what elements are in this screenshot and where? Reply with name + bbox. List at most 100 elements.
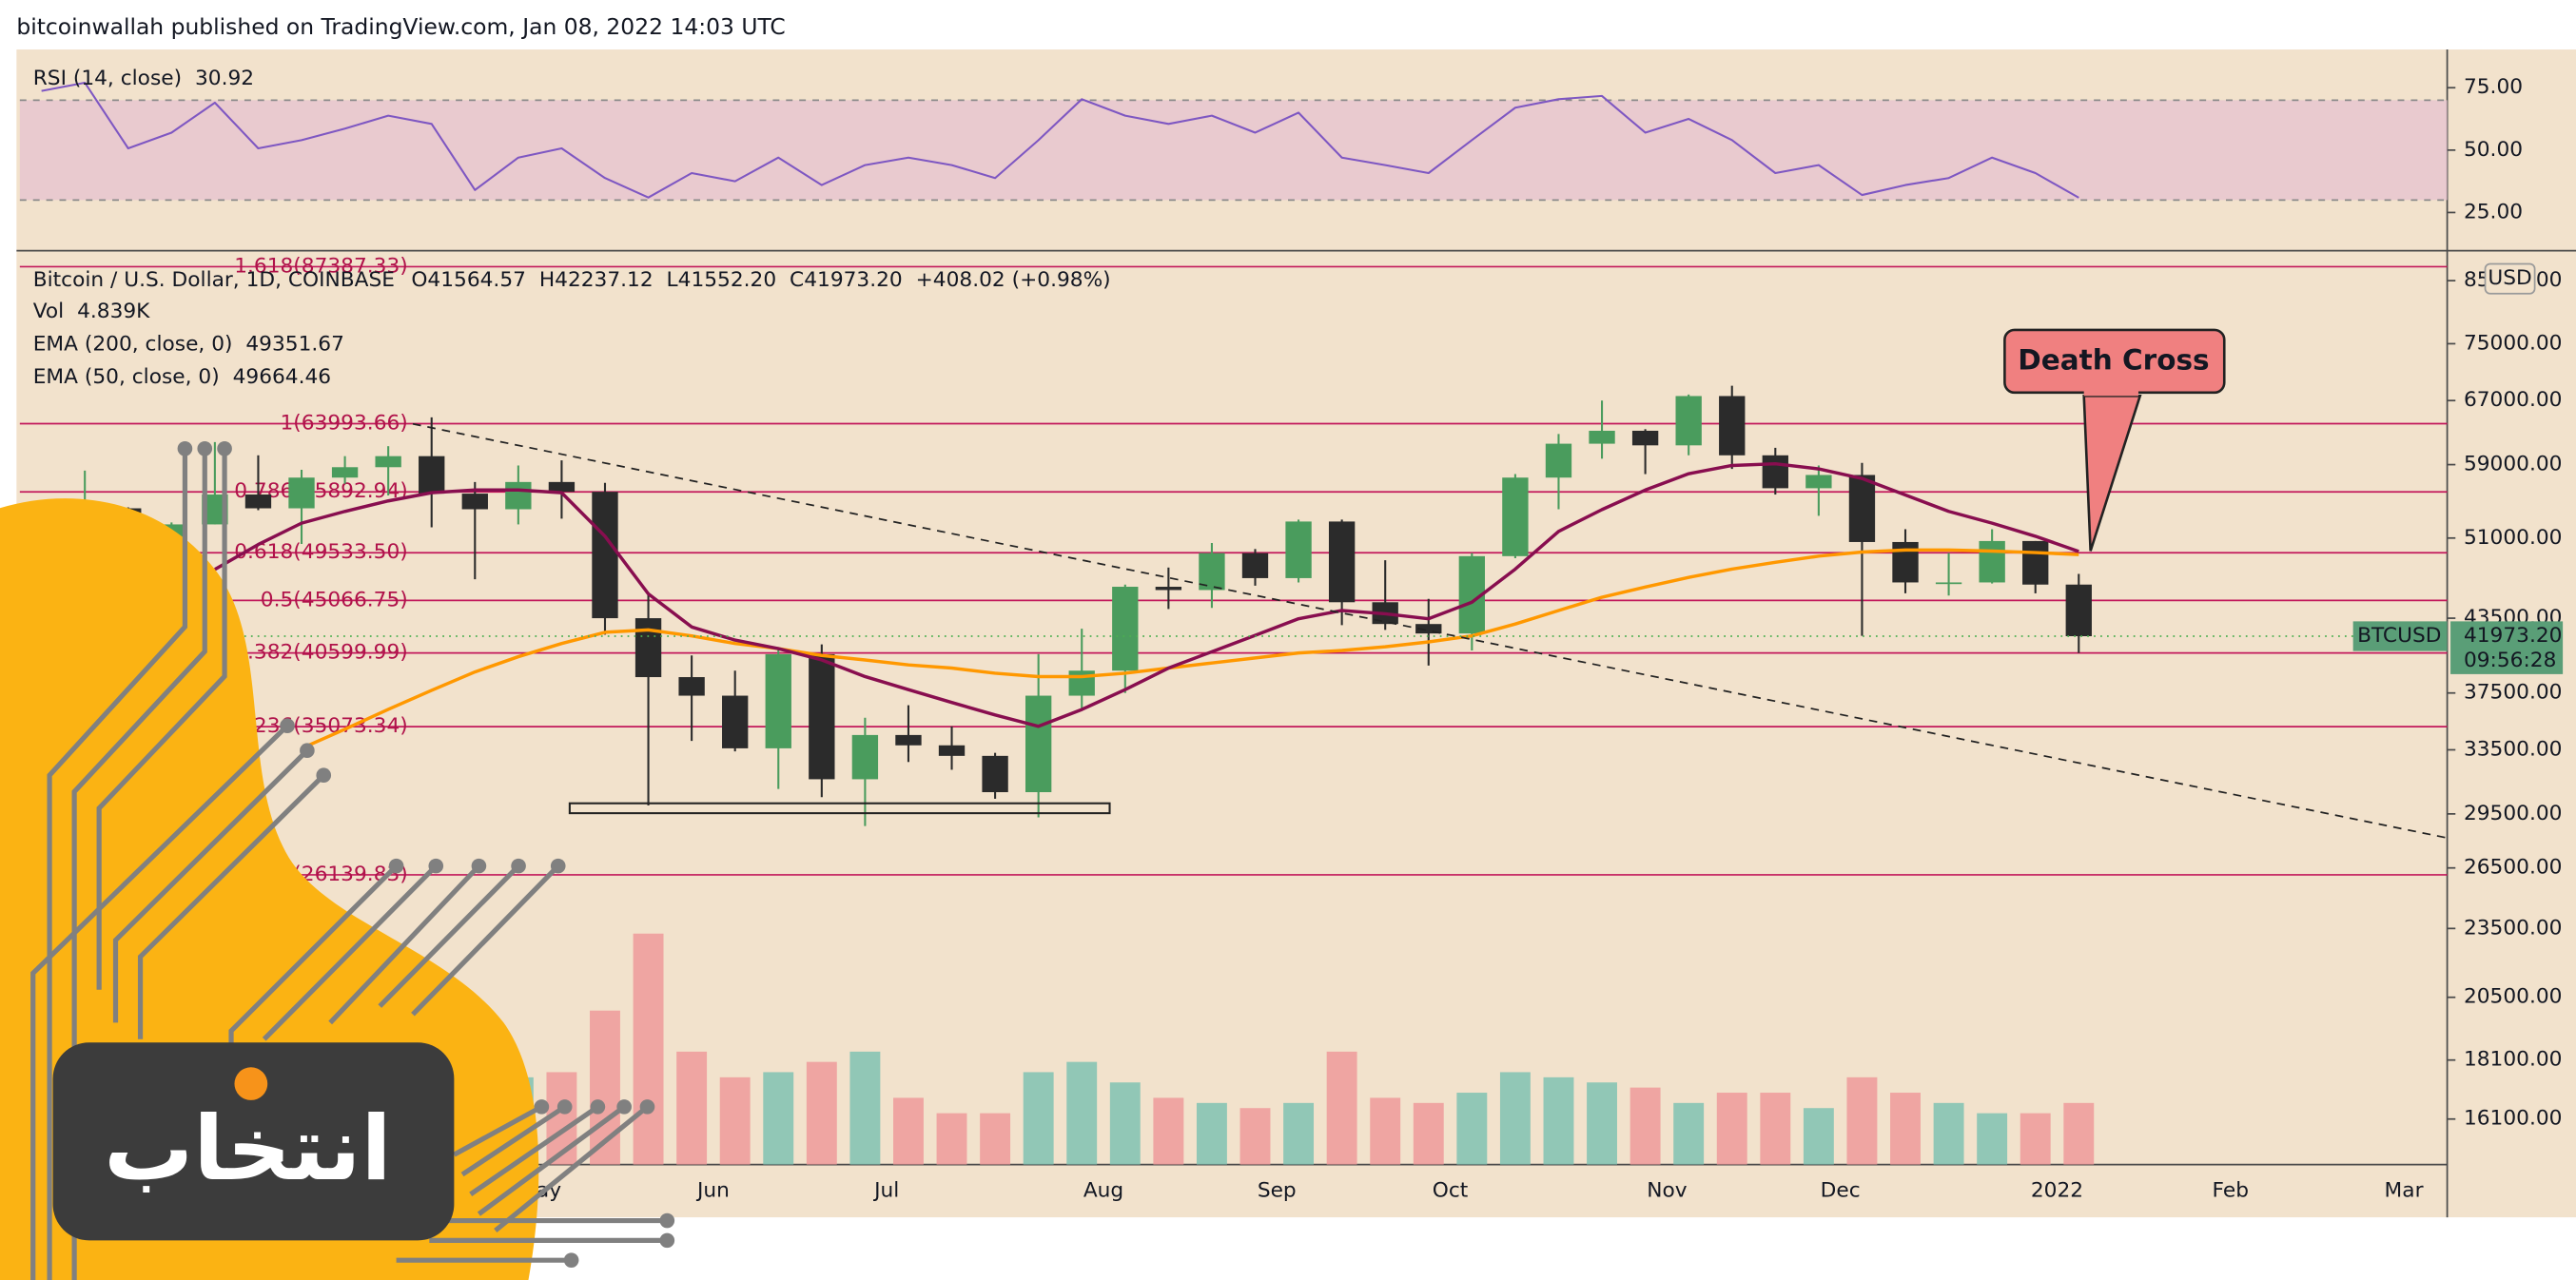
volume-bar — [1760, 1093, 1791, 1165]
rsi-band — [19, 100, 2448, 201]
x-tick-label: Nov — [1647, 1178, 1688, 1202]
price-tick-label: 23500.00 — [2464, 916, 2563, 940]
candle-body — [938, 745, 966, 756]
x-tick-label: Oct — [1433, 1178, 1469, 1202]
rsi-tick-label: 50.00 — [2464, 138, 2523, 162]
volume-bar — [1283, 1102, 1315, 1165]
fib-label: 0.618(49533.50) — [234, 540, 408, 564]
candle-body — [851, 734, 879, 780]
callout-joint — [2083, 389, 2138, 397]
trend-line — [412, 422, 2448, 839]
volume-bar — [1499, 1072, 1531, 1165]
price-tick-label: 33500.00 — [2464, 737, 2563, 761]
candle-body — [1199, 553, 1225, 591]
fib-label: 1(63993.66) — [281, 412, 408, 436]
candle-body — [375, 456, 401, 468]
volume-bar — [1803, 1108, 1834, 1165]
circuit-lines — [30, 448, 668, 1280]
candle-body — [809, 653, 835, 780]
rsi-tick-label: 75.00 — [2464, 75, 2523, 99]
candle-body — [1719, 396, 1746, 456]
volume-legend-name: Vol — [33, 300, 64, 323]
candle-body — [1415, 624, 1442, 634]
candle-body — [678, 677, 705, 696]
volume-bar — [849, 1051, 881, 1165]
candle-body — [1675, 396, 1702, 446]
x-tick-label: Feb — [2213, 1178, 2249, 1202]
candle-body — [1762, 455, 1788, 489]
x-tick-label: Aug — [1083, 1178, 1123, 1202]
support-box — [568, 802, 1111, 815]
volume-bar — [719, 1076, 751, 1165]
logo-card — [52, 1042, 455, 1241]
candle-body — [1935, 582, 1962, 585]
price-tick-label: 26500.00 — [2464, 856, 2563, 880]
rsi-legend-value: 30.92 — [195, 67, 254, 90]
ohlc-label: C41973.20 — [790, 268, 903, 292]
candle-body — [1241, 553, 1269, 578]
candle-body — [1631, 430, 1659, 446]
candle-body — [1848, 475, 1876, 542]
candle-body — [419, 456, 445, 495]
volume-bar — [936, 1113, 967, 1165]
ohlc-label: O41564.57 — [411, 268, 526, 292]
symbol-title: Bitcoin / U.S. Dollar, 1D, COINBASE — [33, 268, 395, 292]
symbol-tag-bg — [2352, 621, 2448, 651]
ema-legend-name: EMA (50, close, 0) — [33, 365, 220, 389]
candle-body — [548, 481, 576, 493]
volume-bar — [1023, 1072, 1054, 1165]
price-tick-label: 16100.00 — [2464, 1107, 2563, 1131]
ohlc-label: +408.02 (+0.98%) — [916, 268, 1111, 292]
ema-legend-name: EMA (200, close, 0) — [33, 333, 233, 357]
candle-body — [1502, 477, 1529, 556]
volume-legend-value: 4.839K — [77, 300, 150, 323]
price-tick-label: 37500.00 — [2464, 681, 2563, 705]
price-tick-label: 51000.00 — [2464, 526, 2563, 550]
price-tick-label: 75000.00 — [2464, 331, 2563, 355]
volume-bar — [1543, 1076, 1574, 1165]
volume-bar — [1239, 1108, 1271, 1165]
currency-tag: USD — [2488, 266, 2531, 290]
circuit-dots — [177, 440, 675, 1268]
candle-body — [1589, 430, 1615, 444]
candle-body — [244, 495, 272, 509]
candle-body — [1892, 541, 1919, 583]
volume-bar — [980, 1113, 1011, 1165]
candle-body — [1328, 521, 1356, 603]
volume-bar — [1630, 1087, 1661, 1165]
countdown-tag: 09:56:28 — [2464, 649, 2556, 672]
rsi-tick-label: 25.00 — [2464, 200, 2523, 223]
fib-label: 0.382(40599.99) — [234, 641, 408, 665]
publish-header: bitcoinwallah published on TradingView.c… — [16, 13, 785, 40]
x-tick-label: Dec — [1821, 1178, 1861, 1202]
symbol-tag: BTCUSD — [2357, 624, 2441, 648]
x-tick-label: 2022 — [2031, 1178, 2083, 1202]
candle-body — [592, 492, 618, 619]
volume-bar — [1456, 1093, 1488, 1165]
price-tag-bg — [2450, 621, 2564, 674]
candle-body — [765, 653, 791, 748]
candle-body — [1805, 475, 1832, 489]
candle-body — [461, 494, 488, 510]
x-tick-label: Mar — [2385, 1178, 2424, 1202]
price-tick-label: 29500.00 — [2464, 802, 2563, 825]
volume-bar — [1326, 1051, 1357, 1165]
price-tick-label: 59000.00 — [2464, 453, 2563, 476]
candle-body — [634, 618, 662, 678]
volume-bar — [1413, 1102, 1444, 1165]
candle-body — [1155, 587, 1182, 591]
volume-bar — [676, 1051, 708, 1165]
ema-line — [301, 548, 2079, 750]
rsi-legend-name: RSI (14, close) — [33, 67, 182, 90]
fib-label: 1.618(87387.33) — [234, 254, 408, 278]
rsi-line — [41, 81, 2079, 199]
candle-body — [505, 481, 532, 510]
fib-label: 0.5(45066.75) — [261, 588, 408, 611]
volume-bar — [1977, 1113, 2008, 1165]
volume-bar — [2020, 1113, 2051, 1165]
volume-bar — [1370, 1097, 1401, 1165]
fib-label: 0.236(35073.34) — [234, 714, 408, 738]
volume-bar — [1846, 1076, 1878, 1165]
